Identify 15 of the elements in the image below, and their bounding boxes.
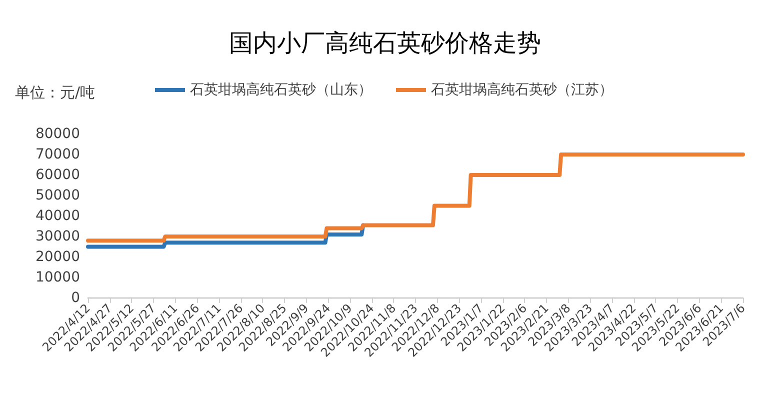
legend-label: 石英坩埚高纯石英砂（山东） xyxy=(190,82,372,98)
y-tick-label: 30000 xyxy=(35,228,80,244)
line-series xyxy=(86,223,366,249)
y-tick-label: 80000 xyxy=(35,126,80,142)
y-tick-label: 40000 xyxy=(35,208,80,224)
chart-title: 国内小厂高纯石英砂价格走势 xyxy=(229,29,541,57)
y-tick-label: 10000 xyxy=(35,270,80,286)
y-tick-label: 0 xyxy=(71,290,80,306)
y-tick-label: 70000 xyxy=(35,146,80,162)
y-tick-label: 50000 xyxy=(35,188,80,204)
legend-label: 石英坩埚高纯石英砂（江苏） xyxy=(431,82,613,98)
y-axis-title: 单位：元/吨 xyxy=(15,84,96,102)
y-tick-label: 20000 xyxy=(35,249,80,265)
line-series xyxy=(86,152,745,243)
y-tick-label: 60000 xyxy=(35,167,80,183)
